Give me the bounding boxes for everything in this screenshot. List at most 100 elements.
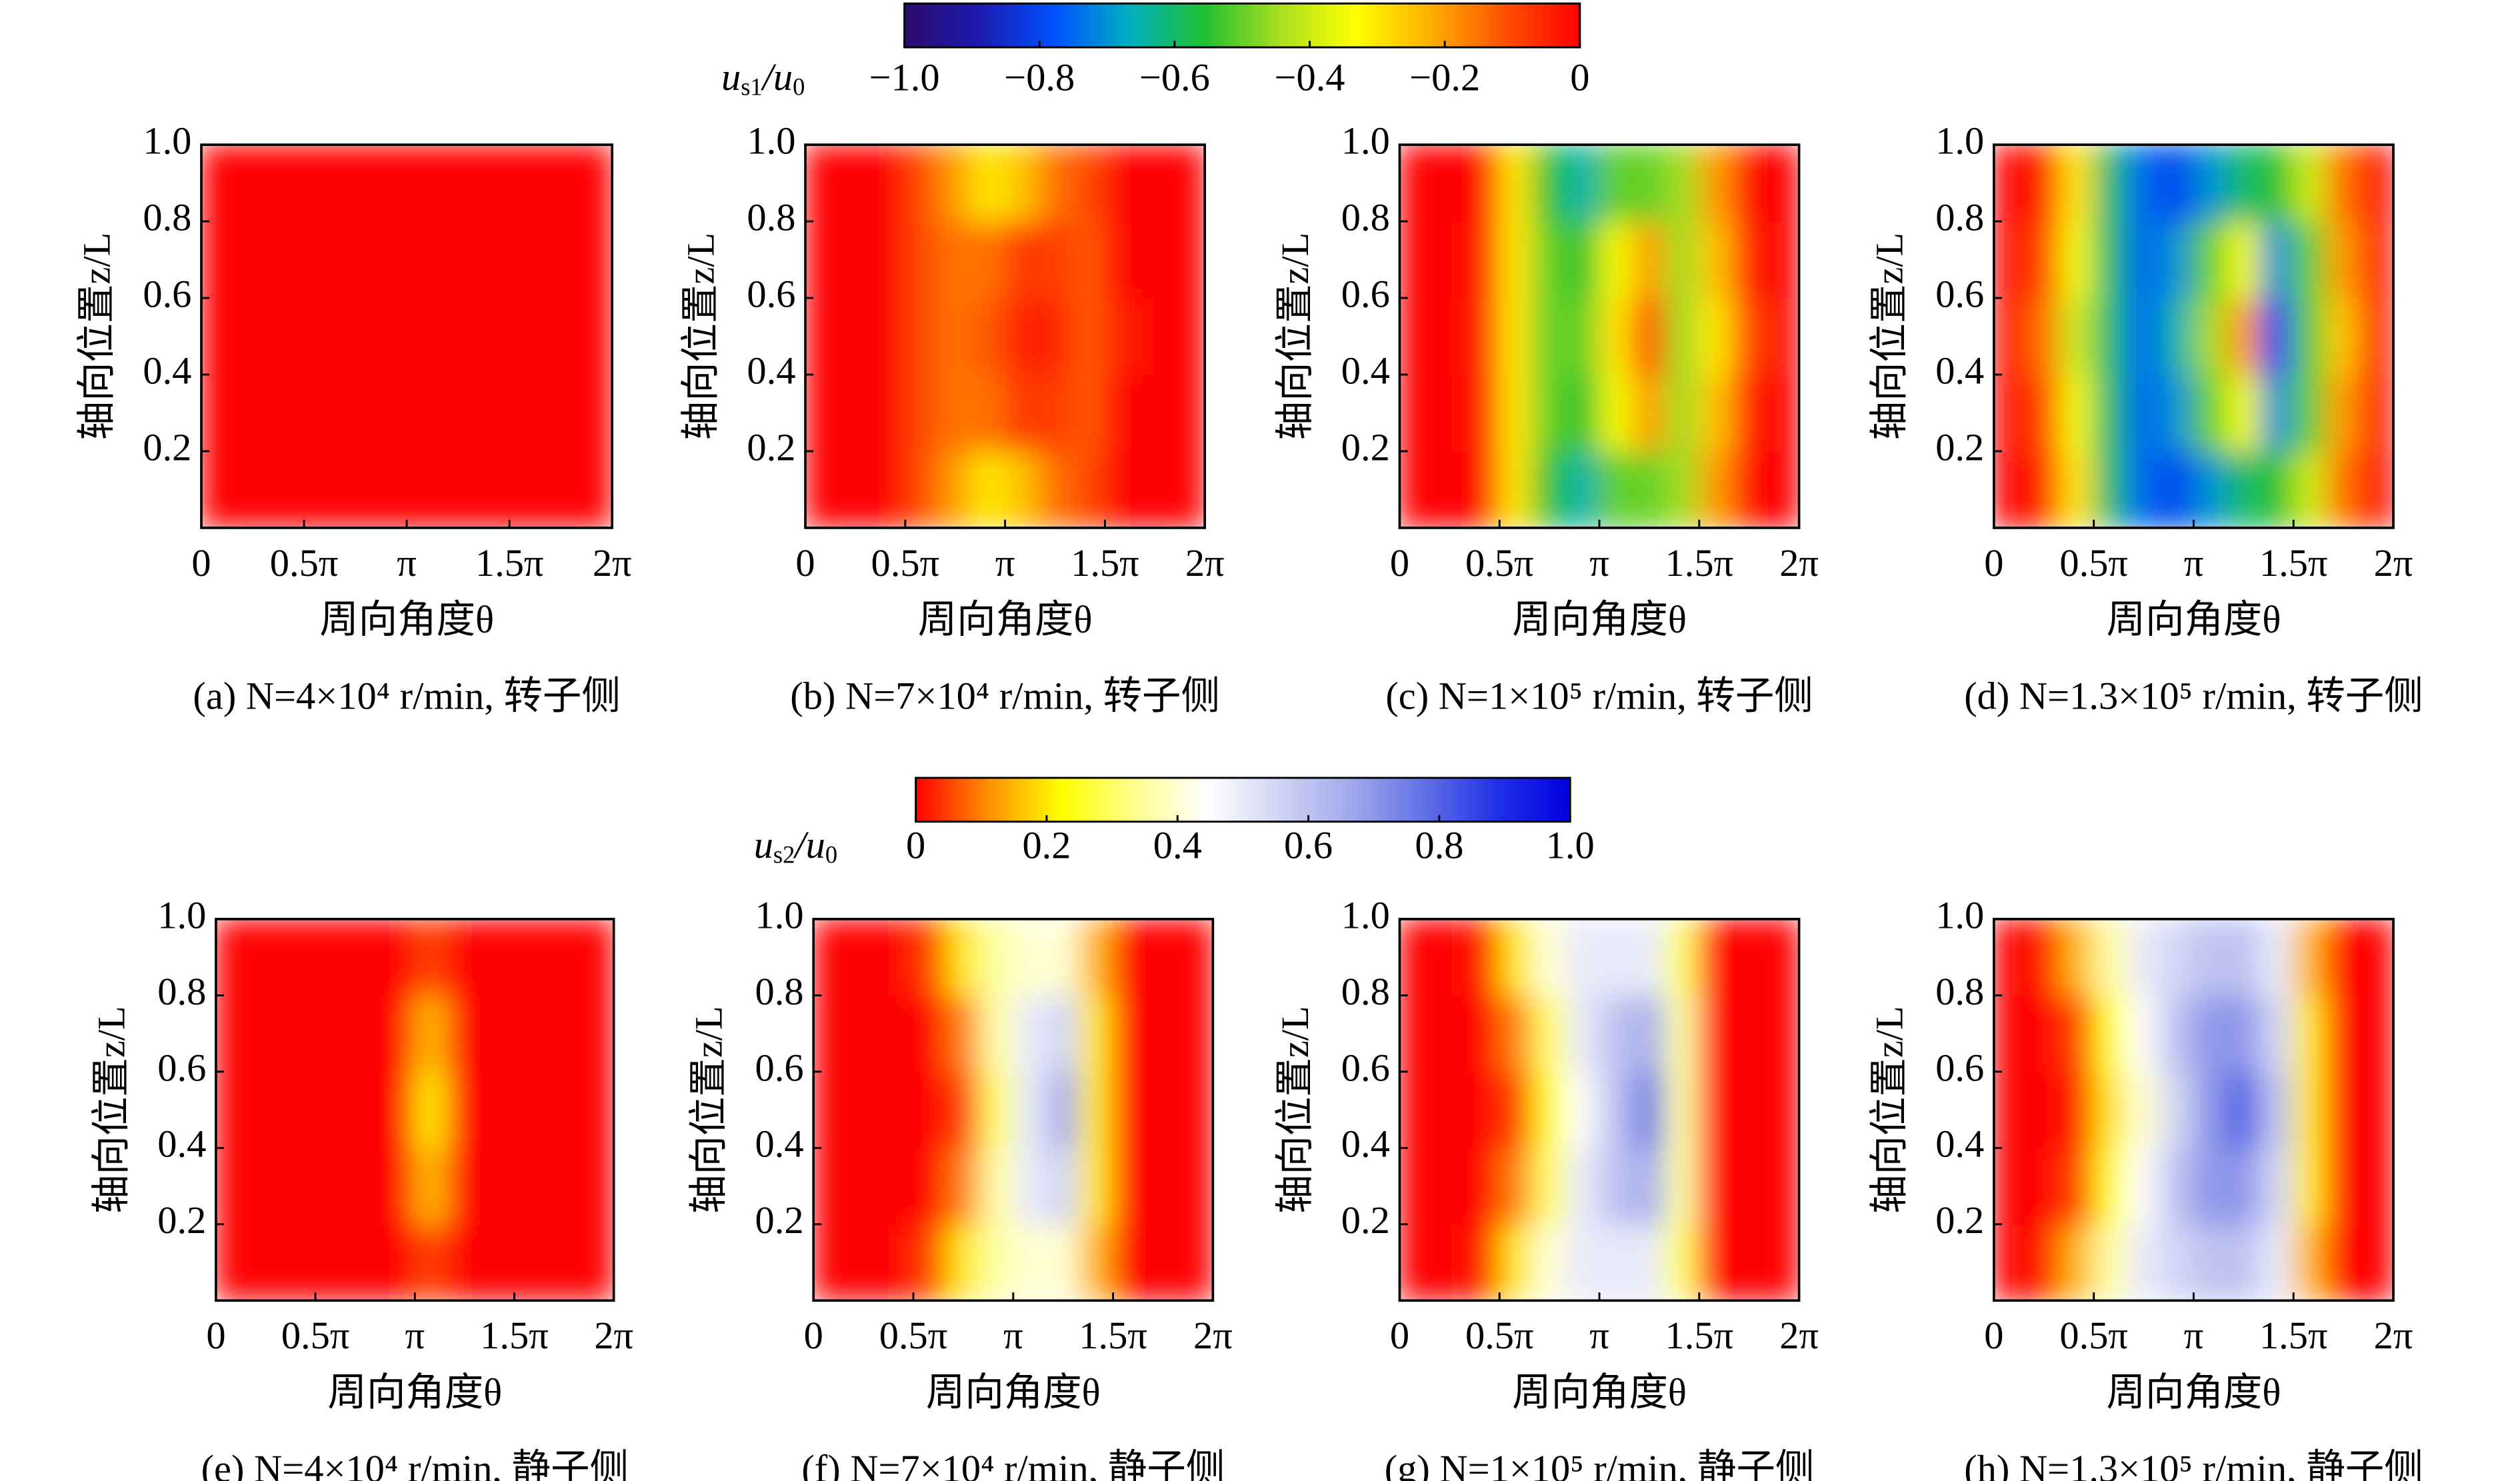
heatmap-cell (1731, 918, 1767, 996)
heatmap-cell (577, 145, 613, 223)
heatmap-cell (904, 220, 939, 299)
x-tick-label: π (1589, 1314, 1609, 1357)
heatmap-cell (1071, 220, 1106, 299)
x-tick-label: 0.5π (879, 1314, 948, 1357)
heatmap-cell (2126, 994, 2161, 1073)
x-axis-label: 周向角度θ (918, 598, 1093, 641)
heatmap-cell (1993, 994, 2029, 1073)
heatmap-cell (1765, 450, 1799, 528)
heatmap-cell (1112, 918, 1147, 996)
heatmap-cell (2359, 918, 2394, 996)
heatmap-cell (1071, 145, 1106, 223)
colorbar-tick-label: −0.4 (1275, 56, 1345, 99)
heatmap-cell (2059, 450, 2095, 528)
heatmap-cell (2293, 297, 2328, 376)
heatmap-cell (1399, 1147, 1434, 1226)
heatmap-cell (2359, 297, 2394, 376)
panel-caption: (d) N=1.3×10⁵ r/min, 转子侧 (1964, 675, 2423, 718)
heatmap-cell (904, 450, 939, 528)
x-tick-label: 0.5π (281, 1314, 350, 1357)
heatmap-cell (1598, 918, 1634, 996)
heatmap-cell (1037, 145, 1073, 223)
heatmap-cell (314, 918, 350, 996)
y-axis-label: 轴向位置z/L (679, 233, 722, 441)
heatmap-cell (1171, 450, 1205, 528)
y-tick-label: 0.8 (747, 196, 795, 239)
x-tick-label: 2π (2374, 1314, 2413, 1357)
heatmap-cell (1698, 145, 1733, 223)
plot-area (813, 918, 1213, 1301)
y-tick-label: 0.2 (755, 1198, 804, 1242)
heatmap-cell (2226, 220, 2261, 299)
heatmap-cell (945, 994, 981, 1073)
heatmap (1993, 918, 2394, 1301)
heatmap-cell (1631, 220, 1667, 299)
heatmap-cell (2059, 297, 2095, 376)
heatmap-cell (1631, 450, 1667, 528)
heatmap-cell (1004, 373, 1039, 453)
heatmap-cell (971, 220, 1006, 299)
x-tick-label: 1.5π (1071, 541, 1139, 585)
heatmap-cell (2359, 145, 2394, 223)
y-axis-label: 轴向位置z/L (75, 233, 118, 441)
heatmap-cell (1045, 1223, 1081, 1301)
heatmap-cell (1145, 994, 1181, 1073)
heatmap-cell (513, 994, 549, 1073)
heatmap-cell (1037, 220, 1073, 299)
heatmap-cell (1432, 220, 1467, 299)
y-tick-label: 0.6 (1935, 272, 1984, 315)
y-tick-label: 0.2 (1935, 1198, 1984, 1242)
heatmap-cell (1432, 918, 1467, 996)
heatmap-cell (979, 994, 1015, 1073)
heatmap-cell (1698, 450, 1733, 528)
heatmap-cell (1993, 145, 2029, 223)
heatmap-cell (2226, 1223, 2261, 1301)
heatmap-cell (235, 220, 271, 299)
heatmap-cell (577, 373, 613, 453)
heatmap-cell (1137, 297, 1173, 376)
plot-area (1993, 918, 2394, 1301)
heatmap-cell (2126, 297, 2161, 376)
heatmap-cell (879, 1070, 915, 1149)
heatmap-cell (405, 220, 442, 299)
heatmap-cell (1665, 373, 1701, 453)
heatmap-cell (447, 1070, 482, 1149)
y-tick-label: 1.0 (1341, 893, 1390, 936)
heatmap-cell (381, 918, 416, 996)
heatmap-cell (1631, 1147, 1667, 1226)
heatmap-cell (1145, 1223, 1181, 1301)
heatmap-cell (2259, 373, 2295, 453)
heatmap-cell (2293, 373, 2328, 453)
colorbar-tick-label: −0.2 (1409, 56, 1480, 99)
y-tick-label: 0.4 (1341, 349, 1390, 392)
heatmap-cell (2026, 220, 2061, 299)
heatmap-cell (1171, 220, 1205, 299)
heatmap-cell (2059, 1223, 2095, 1301)
heatmap-cell (1399, 373, 1434, 453)
heatmap-cell (405, 297, 442, 376)
heatmap-cell (513, 1147, 549, 1226)
heatmap-cell (303, 297, 339, 376)
x-tick-label: π (397, 541, 417, 585)
heatmap-cell (235, 373, 271, 453)
heatmap-cell (2059, 1070, 2095, 1149)
heatmap-cell (837, 145, 873, 223)
heatmap-cell (1565, 373, 1601, 453)
heatmap-cell (2126, 1070, 2161, 1149)
heatmap-cell (2126, 450, 2161, 528)
heatmap-cell (1432, 1147, 1467, 1226)
heatmap-cell (1993, 1070, 2029, 1149)
heatmap-cell (215, 1147, 250, 1226)
colorbar-label-part: 0 (825, 841, 837, 868)
panel-caption: (e) N=4×10⁴ r/min, 静子侧 (201, 1447, 629, 1481)
heatmap-cell (2126, 1223, 2161, 1301)
colorbar-label-part: s1 (741, 73, 762, 101)
heatmap-cell (1499, 450, 1534, 528)
heatmap-cell (2226, 450, 2261, 528)
heatmap-cell (2293, 918, 2328, 996)
heatmap-cell (912, 1223, 948, 1301)
colorbar-tick-label: 0.4 (1153, 824, 1202, 867)
heatmap-cell (1079, 1223, 1114, 1301)
colorbar-tick-label: 0 (1570, 56, 1589, 99)
heatmap-cell (347, 1070, 383, 1149)
